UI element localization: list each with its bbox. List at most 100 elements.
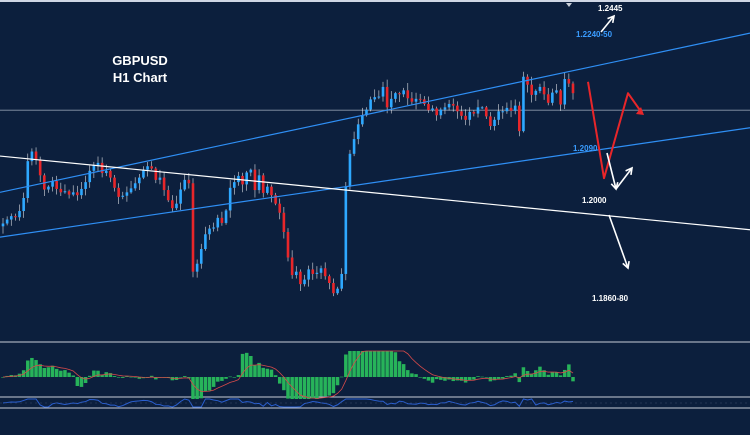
macd-bar bbox=[422, 377, 427, 379]
chart-top-border bbox=[0, 0, 750, 2]
macd-bar bbox=[83, 377, 88, 383]
candle-bear bbox=[270, 186, 273, 196]
macd-bar bbox=[87, 375, 92, 377]
candle-bear bbox=[410, 98, 414, 102]
macd-bar bbox=[116, 377, 121, 378]
macd-bar bbox=[50, 365, 55, 377]
macd-bar bbox=[463, 377, 468, 383]
candle-bull bbox=[447, 103, 451, 108]
candle-bear bbox=[59, 188, 63, 193]
candle-bull bbox=[212, 227, 215, 229]
macd-bar bbox=[509, 375, 513, 377]
macd-bar bbox=[249, 356, 253, 377]
macd-bar bbox=[372, 351, 377, 377]
candle-bull bbox=[142, 169, 145, 178]
candle-bear bbox=[451, 103, 455, 106]
candle-bull bbox=[47, 186, 50, 190]
macd-bar bbox=[426, 377, 431, 381]
macd-bar bbox=[26, 360, 30, 377]
arrow-down-to-1-2000-shaft bbox=[606, 152, 617, 190]
candle-bull bbox=[1, 223, 5, 227]
macd-bar bbox=[191, 377, 195, 399]
candle-bull bbox=[30, 151, 34, 162]
candle-bear bbox=[14, 216, 17, 218]
candle-bull bbox=[80, 188, 83, 196]
candle-bear bbox=[253, 169, 257, 191]
macd-bar bbox=[331, 377, 336, 394]
candle-bull bbox=[497, 111, 500, 120]
candle-bear bbox=[323, 268, 327, 277]
candle-bull bbox=[18, 211, 21, 218]
candle-bull bbox=[249, 169, 253, 173]
macd-bar bbox=[21, 370, 26, 377]
candle-bull bbox=[439, 109, 443, 116]
macd-bar bbox=[54, 368, 59, 377]
macd-bar bbox=[112, 376, 117, 377]
macd-bar bbox=[410, 373, 414, 377]
candle-bull bbox=[208, 228, 211, 235]
macd-bar bbox=[257, 362, 261, 377]
projected-path-arrowhead bbox=[636, 107, 644, 115]
candle-bull bbox=[257, 175, 261, 191]
macd-bar bbox=[344, 354, 348, 377]
macd-bar bbox=[311, 377, 315, 399]
candle-bear bbox=[100, 162, 104, 174]
macd-bar bbox=[385, 351, 389, 377]
candle-bear bbox=[34, 151, 38, 160]
chart-timeframe-subtitle: H1 Chart bbox=[113, 70, 168, 85]
macd-bar bbox=[397, 361, 402, 377]
candle-bull bbox=[9, 216, 13, 220]
upper-channel-line bbox=[0, 32, 750, 193]
macd-bar bbox=[203, 377, 208, 392]
macd-bar bbox=[335, 377, 340, 386]
arrow-rebound-head bbox=[625, 166, 634, 176]
candle-bear bbox=[187, 179, 191, 184]
macd-bar bbox=[534, 370, 538, 377]
candle-bear bbox=[282, 212, 286, 232]
candle-bear bbox=[332, 283, 335, 294]
macd-bar bbox=[459, 377, 464, 381]
macd-bar bbox=[96, 370, 100, 377]
scroll-marker-icon[interactable] bbox=[566, 3, 572, 7]
candle-bull bbox=[204, 234, 207, 249]
macd-bar bbox=[137, 377, 142, 379]
macd-bar bbox=[1, 377, 5, 378]
arrow-up-to-1-2445-head bbox=[607, 14, 616, 24]
candle-bear bbox=[385, 86, 389, 108]
candle-bull bbox=[352, 139, 356, 154]
candle-bear bbox=[261, 175, 265, 193]
label-1-2090: 1.2090 bbox=[573, 144, 598, 153]
macd-bar bbox=[480, 376, 484, 378]
label-1-2445: 1.2445 bbox=[598, 4, 623, 13]
macd-bar bbox=[67, 372, 71, 377]
macd-bar bbox=[232, 377, 237, 378]
candle-bull bbox=[501, 111, 505, 113]
macd-bar bbox=[207, 377, 212, 391]
macd-bar bbox=[439, 377, 443, 380]
candle-bull bbox=[389, 98, 393, 108]
macd-bar bbox=[406, 370, 410, 377]
candle-bull bbox=[356, 124, 360, 140]
candle-bull bbox=[348, 153, 352, 187]
candle-bear bbox=[530, 84, 533, 95]
candle-bear bbox=[418, 98, 422, 100]
macd-signal-line bbox=[2, 350, 574, 399]
candle-bear bbox=[567, 79, 571, 84]
candle-bull bbox=[505, 107, 509, 112]
candle-bear bbox=[299, 271, 302, 285]
macd-bar bbox=[253, 365, 257, 377]
oscillator-line bbox=[2, 398, 574, 408]
candle-bear bbox=[162, 177, 166, 191]
candle-bear bbox=[171, 200, 174, 209]
macd-bar bbox=[216, 377, 220, 382]
candle-bull bbox=[195, 263, 199, 272]
candle-bull bbox=[294, 271, 298, 276]
candle-bull bbox=[381, 86, 385, 97]
candle-bull bbox=[303, 279, 306, 285]
candle-bull bbox=[216, 217, 220, 228]
candle-bull bbox=[443, 107, 447, 110]
candle-bull bbox=[129, 188, 133, 193]
macd-bar bbox=[521, 367, 526, 377]
label-1-1860-80: 1.1860-80 bbox=[592, 294, 629, 303]
